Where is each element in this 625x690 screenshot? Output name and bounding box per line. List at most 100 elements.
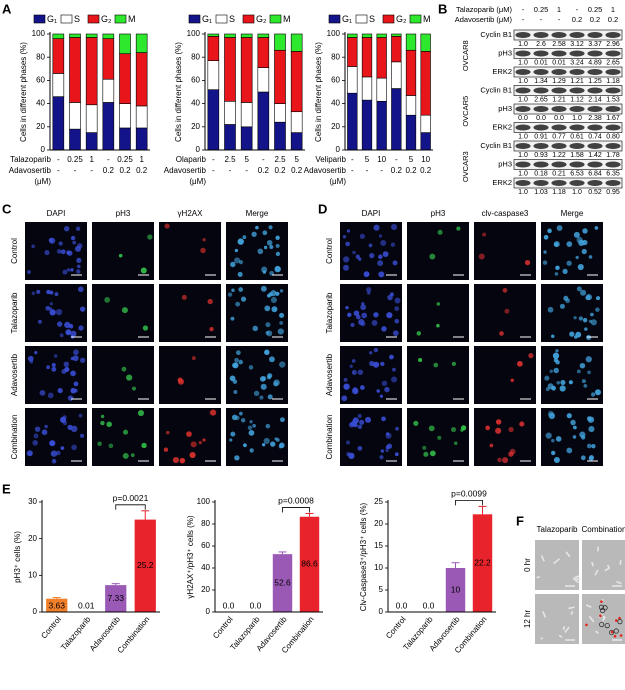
nucleus bbox=[495, 427, 502, 434]
bar bbox=[299, 516, 320, 612]
bar-segment bbox=[391, 88, 402, 151]
cell-outline bbox=[564, 626, 570, 633]
nucleus bbox=[261, 376, 267, 381]
legend-swatch bbox=[409, 14, 422, 24]
quant-value: 0.52 bbox=[588, 189, 602, 196]
nucleus bbox=[279, 321, 284, 325]
bar-segment bbox=[361, 33, 373, 38]
header-dose: 0.2 bbox=[590, 15, 600, 24]
blot-band bbox=[515, 106, 531, 112]
treatment-dose: 5 bbox=[365, 155, 370, 164]
quant-value: 1.0 bbox=[518, 133, 528, 140]
legend-label: G₂ bbox=[256, 14, 267, 24]
protein-label: pH3 bbox=[498, 48, 512, 57]
y-tick-label: 0 bbox=[336, 145, 341, 154]
nucleus bbox=[49, 309, 56, 316]
nucleus bbox=[39, 389, 46, 396]
nucleus bbox=[579, 362, 586, 369]
nucleus bbox=[553, 456, 560, 463]
micrograph bbox=[340, 222, 402, 280]
nucleus bbox=[584, 327, 588, 331]
treatment-dose: 0.2 bbox=[391, 166, 403, 175]
treatment-name: Talazoparib bbox=[10, 155, 51, 164]
nucleus bbox=[207, 298, 213, 305]
arrow-marker bbox=[610, 630, 614, 634]
bar-segment bbox=[52, 33, 65, 39]
quant-value: 1.0 bbox=[572, 189, 582, 196]
blot-band bbox=[587, 69, 603, 75]
nucleus bbox=[392, 367, 396, 372]
nucleus bbox=[122, 429, 129, 435]
nucleus bbox=[26, 450, 33, 457]
quant-value: 6.35 bbox=[606, 170, 620, 177]
nucleus bbox=[555, 265, 560, 271]
nucleus bbox=[342, 235, 347, 239]
treatment-dose: 10 bbox=[377, 155, 386, 164]
micrograph bbox=[474, 408, 536, 466]
nucleus bbox=[186, 431, 192, 437]
nucleus bbox=[394, 318, 400, 324]
treatment-dose: 2.5 bbox=[224, 155, 236, 164]
rounded-cell bbox=[604, 623, 610, 629]
nucleus bbox=[34, 426, 41, 432]
nucleus bbox=[429, 253, 436, 260]
blot-band bbox=[533, 50, 549, 57]
rounded-cell bbox=[598, 604, 605, 610]
nucleus bbox=[497, 457, 502, 463]
quant-value: 1.0 bbox=[518, 189, 528, 196]
nucleus bbox=[454, 441, 458, 446]
nucleus bbox=[478, 253, 485, 260]
bar bbox=[472, 514, 493, 612]
legend-label: M bbox=[423, 14, 431, 24]
nucleus bbox=[351, 359, 356, 363]
quant-value: 3.37 bbox=[588, 41, 602, 48]
nucleus bbox=[581, 248, 587, 255]
nucleus bbox=[51, 362, 56, 367]
blot-band bbox=[533, 124, 549, 131]
column-header: DAPI bbox=[47, 209, 66, 218]
nucleus bbox=[450, 427, 457, 433]
nucleus bbox=[164, 223, 170, 229]
nucleus bbox=[49, 441, 53, 446]
bar-segment bbox=[274, 103, 286, 123]
treatment-dose: 1 bbox=[89, 155, 94, 164]
quant-value: 4.89 bbox=[588, 59, 602, 66]
header-dose: 0.25 bbox=[588, 5, 603, 14]
treatment-dose: 0.2 bbox=[103, 166, 115, 175]
nucleus bbox=[141, 442, 147, 449]
nucleus bbox=[373, 361, 380, 368]
bar-segment bbox=[135, 127, 148, 151]
blot-band bbox=[605, 32, 621, 38]
nucleus bbox=[67, 395, 74, 401]
column-header: Talazoparib bbox=[537, 525, 578, 534]
nucleus bbox=[390, 242, 396, 247]
nucleus bbox=[560, 379, 566, 386]
column-header: pH3 bbox=[116, 209, 131, 218]
arrow-marker bbox=[614, 619, 618, 622]
nucleus bbox=[70, 235, 76, 241]
header-dose: 0.2 bbox=[572, 15, 582, 24]
cell-outline bbox=[558, 634, 563, 638]
nucleus bbox=[56, 249, 62, 254]
blot-frame bbox=[513, 85, 623, 96]
nucleus bbox=[553, 241, 560, 248]
nucleus bbox=[341, 395, 348, 402]
nucleus bbox=[100, 420, 105, 426]
y-axis-label: pH3⁺ cells (%) bbox=[13, 531, 22, 583]
nucleus bbox=[66, 268, 71, 272]
treatment-dose: - bbox=[212, 166, 215, 175]
nucleus bbox=[57, 387, 63, 394]
arrow-marker bbox=[599, 614, 602, 618]
y-tick-label: 80 bbox=[36, 52, 45, 61]
nucleus bbox=[566, 241, 573, 247]
nucleus bbox=[80, 357, 86, 363]
bar-segment bbox=[391, 33, 402, 37]
arrow-marker bbox=[618, 616, 621, 620]
nucleus bbox=[581, 379, 586, 384]
nucleus bbox=[231, 414, 238, 421]
blot-frame bbox=[513, 66, 623, 78]
row-label: Talazoparib bbox=[10, 292, 19, 333]
value-label: 7.33 bbox=[107, 593, 124, 603]
nucleus bbox=[566, 447, 573, 454]
nucleus bbox=[142, 325, 149, 331]
